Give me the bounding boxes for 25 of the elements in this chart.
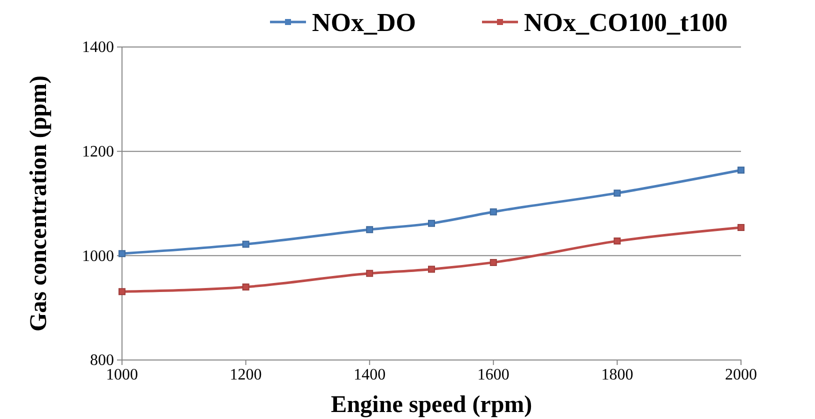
x-axis-title: Engine speed (rpm) (330, 392, 532, 418)
x-tick-label: 1800 (601, 366, 634, 384)
x-tick-label: 1400 (354, 366, 386, 384)
point (738, 224, 744, 231)
legend-label: NOx_CO100_t100 (524, 8, 728, 37)
point (490, 208, 497, 216)
x-tick-label: 1600 (477, 366, 510, 384)
point (614, 238, 621, 245)
y-tick-label: 1400 (82, 39, 114, 56)
x-tick-label: 2000 (725, 366, 757, 384)
point (614, 190, 621, 197)
point (738, 166, 744, 174)
point (428, 220, 435, 227)
point (490, 258, 497, 266)
point (242, 283, 250, 290)
point (242, 240, 250, 248)
point (428, 266, 435, 273)
y-tick-label: 1000 (82, 248, 114, 265)
point (366, 226, 374, 234)
point (118, 288, 126, 296)
legend-label: NOx_DO (312, 8, 416, 37)
y-tick-label: 1200 (82, 143, 114, 160)
point (366, 270, 374, 277)
x-tick-label: 1200 (230, 366, 262, 384)
y-axis-title: Gas concentration (ppm) (26, 76, 52, 332)
